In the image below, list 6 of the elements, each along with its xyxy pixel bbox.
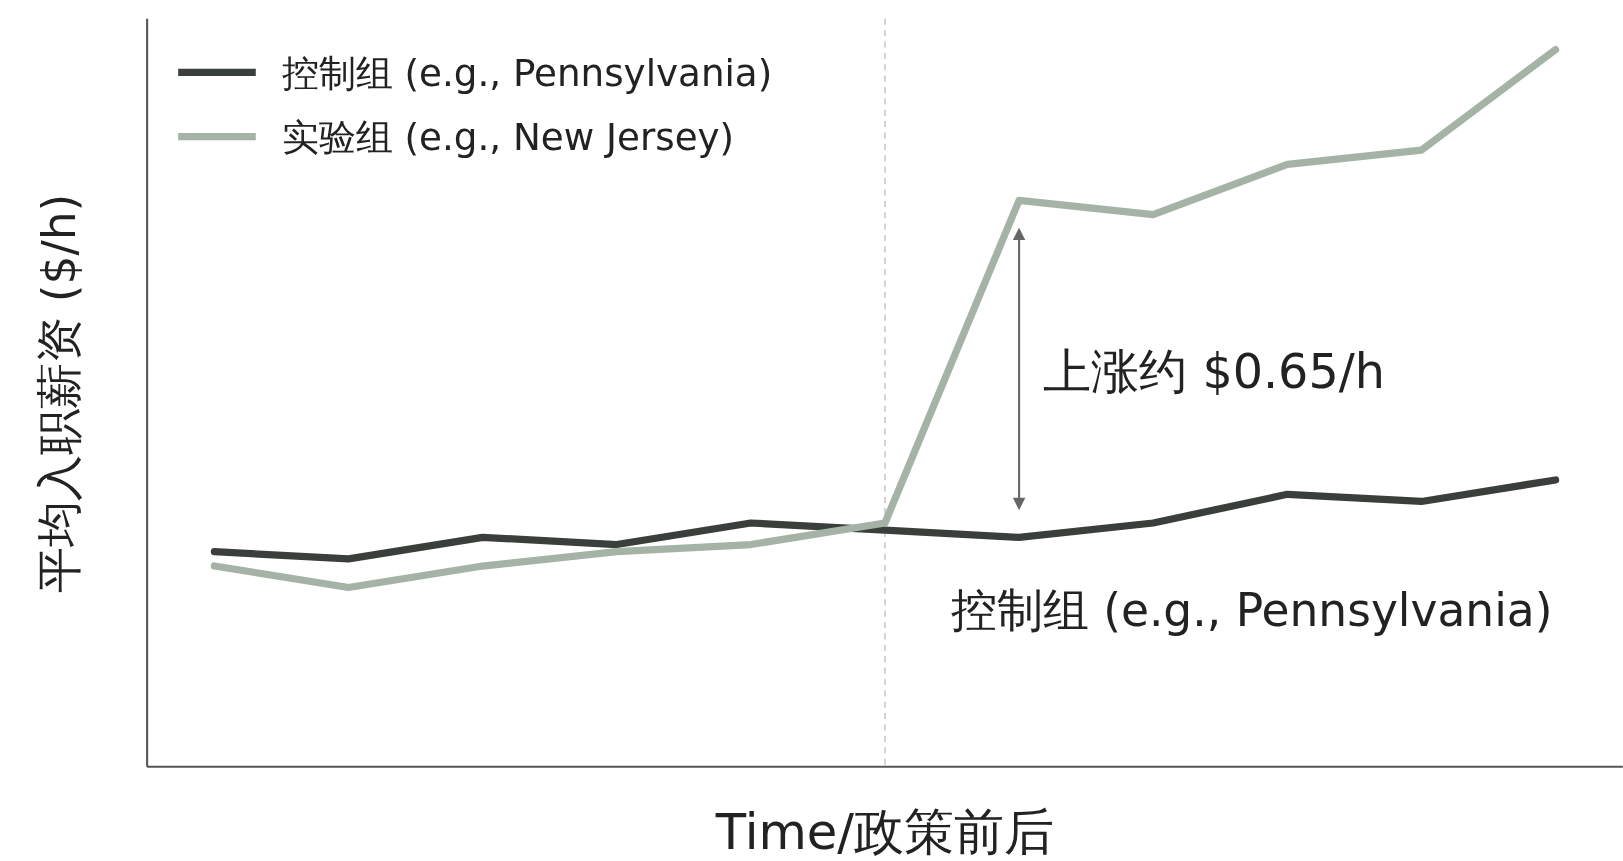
annotation: 控制组 (e.g., Pennsylvania) xyxy=(950,584,1553,638)
legend-label: 控制组 (e.g., Pennsylvania) xyxy=(281,50,773,95)
legend-label: 实验组 (e.g., New Jersey) xyxy=(281,115,735,160)
x-axis-title: Time/政策前后 xyxy=(714,802,1055,861)
y-axis-title: 平均入职薪资 ($/h) xyxy=(32,193,86,593)
annotation: 上涨约 $0.65/h xyxy=(1043,344,1385,400)
